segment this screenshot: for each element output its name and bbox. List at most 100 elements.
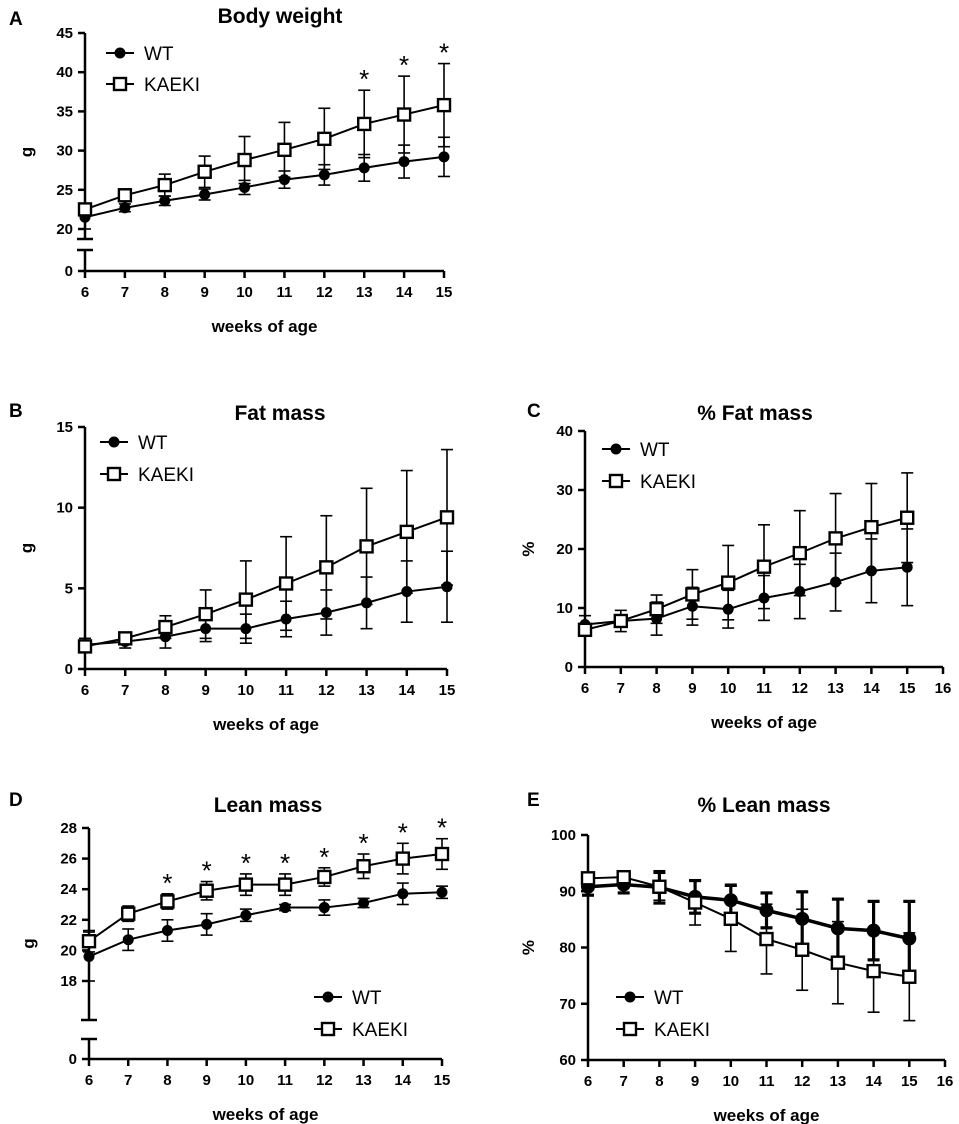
panel-label: B [9, 401, 23, 422]
data-point [317, 131, 332, 147]
x-tick-label: 9 [200, 284, 208, 301]
data-point [237, 152, 252, 168]
data-point [83, 951, 95, 963]
series-line [88, 853, 443, 943]
data-point [118, 631, 133, 646]
series-line [84, 516, 448, 648]
x-tick-label: 6 [85, 1072, 93, 1089]
chart-title: Fat mass [234, 402, 325, 425]
x-tick-label: 11 [277, 1072, 293, 1089]
data-point [239, 181, 251, 193]
y-tick-label: 10 [556, 600, 573, 617]
data-point [434, 846, 450, 862]
x-tick-label: 12 [791, 680, 808, 697]
chart-panel-c: C % Fat mass 0 10 20 30 40 6 7 8 9 10 11 12 13 14 15 16 we… [519, 401, 951, 732]
x-tick-label: 13 [358, 682, 375, 699]
legend-entry-kaeki: KAEKI [654, 1020, 710, 1041]
chart-title: Body weight [218, 5, 343, 28]
data-point [439, 510, 455, 525]
x-tick-label: 10 [238, 682, 255, 699]
y-tick-label: 35 [56, 103, 73, 120]
x-tick-label: 14 [394, 1072, 411, 1089]
y-tick-label: 5 [65, 580, 73, 597]
x-axis-label: weeks of age [713, 1106, 820, 1124]
x-tick-label: 8 [163, 1072, 171, 1089]
data-point [199, 189, 211, 201]
data-point [864, 519, 879, 535]
data-point [902, 969, 917, 984]
panel-label: A [9, 9, 23, 30]
x-tick-label: 9 [201, 682, 209, 699]
x-tick-label: 8 [655, 1073, 663, 1090]
data-point [277, 142, 292, 158]
x-tick-label: 14 [396, 284, 413, 301]
data-point [795, 942, 810, 957]
series-wt [83, 882, 448, 982]
data-point [685, 587, 700, 602]
data-point [830, 955, 846, 970]
significance-marker: * [437, 813, 447, 843]
significance-marker: * [439, 38, 449, 68]
data-point [159, 195, 171, 207]
data-point [687, 895, 703, 910]
x-tick-label: 7 [620, 1073, 628, 1090]
data-point [616, 869, 631, 885]
data-point [398, 156, 410, 168]
series-line [587, 876, 910, 978]
data-point [279, 902, 291, 914]
data-point [317, 869, 332, 885]
data-point [199, 883, 214, 898]
legend-entry-kaeki: KAEKI [352, 1020, 408, 1041]
y-tick-label: 24 [60, 881, 77, 898]
chart-panel-b: B Fat mass 0 5 10 15 6 7 8 9 10 11 12 13 14 15 weeks of … [9, 401, 455, 734]
series-kaeki [77, 448, 455, 654]
x-axis-label: weeks of age [212, 715, 319, 734]
data-point [318, 902, 330, 914]
legend-marker [320, 1021, 336, 1037]
x-tick-label: 10 [720, 680, 737, 697]
legend-marker [624, 991, 636, 1003]
x-tick-label: 7 [121, 284, 129, 301]
y-tick-label: 28 [60, 820, 77, 837]
data-point [122, 934, 134, 946]
legend-marker [622, 1021, 638, 1037]
x-tick-label: 14 [863, 680, 880, 697]
legend-marker [610, 443, 622, 455]
significance-marker: * [399, 50, 409, 80]
y-tick-label-zero: 0 [65, 263, 73, 280]
series-wt [79, 136, 450, 230]
data-point [901, 561, 913, 573]
legend-entry-kaeki: KAEKI [138, 465, 194, 486]
data-point [238, 877, 254, 892]
x-tick-label: 13 [355, 1072, 372, 1089]
significance-marker: * [162, 868, 172, 898]
x-tick-label: 15 [439, 682, 456, 699]
data-point [197, 164, 212, 179]
legend: WT KAEKI [106, 44, 200, 96]
data-point [395, 851, 410, 866]
series-line [88, 891, 443, 958]
data-point [161, 925, 173, 937]
significance-marker: * [359, 64, 369, 94]
data-point [756, 559, 772, 574]
x-tick-label: 12 [316, 1072, 333, 1089]
data-point [77, 639, 93, 654]
x-tick-label: 13 [827, 680, 844, 697]
y-axis-label: g [17, 147, 36, 157]
data-point [866, 963, 881, 979]
x-tick-label: 11 [759, 1073, 775, 1090]
chart-panel-e: E % Lean mass 60 70 80 90 100 6 7 8 9 10 11 12 13 14 15 1… [519, 790, 953, 1124]
x-tick-label: 14 [865, 1073, 882, 1090]
data-point [438, 151, 450, 163]
significance-marker: * [241, 848, 251, 878]
y-tick-label: 20 [60, 942, 77, 959]
x-tick-label: 9 [688, 680, 696, 697]
data-point [198, 606, 213, 622]
y-tick-label: 45 [56, 25, 73, 42]
data-point [436, 886, 448, 898]
series-line [584, 566, 908, 626]
x-tick-label: 8 [652, 680, 660, 697]
legend: WT KAEKI [100, 433, 194, 486]
x-tick-label: 6 [581, 680, 589, 697]
